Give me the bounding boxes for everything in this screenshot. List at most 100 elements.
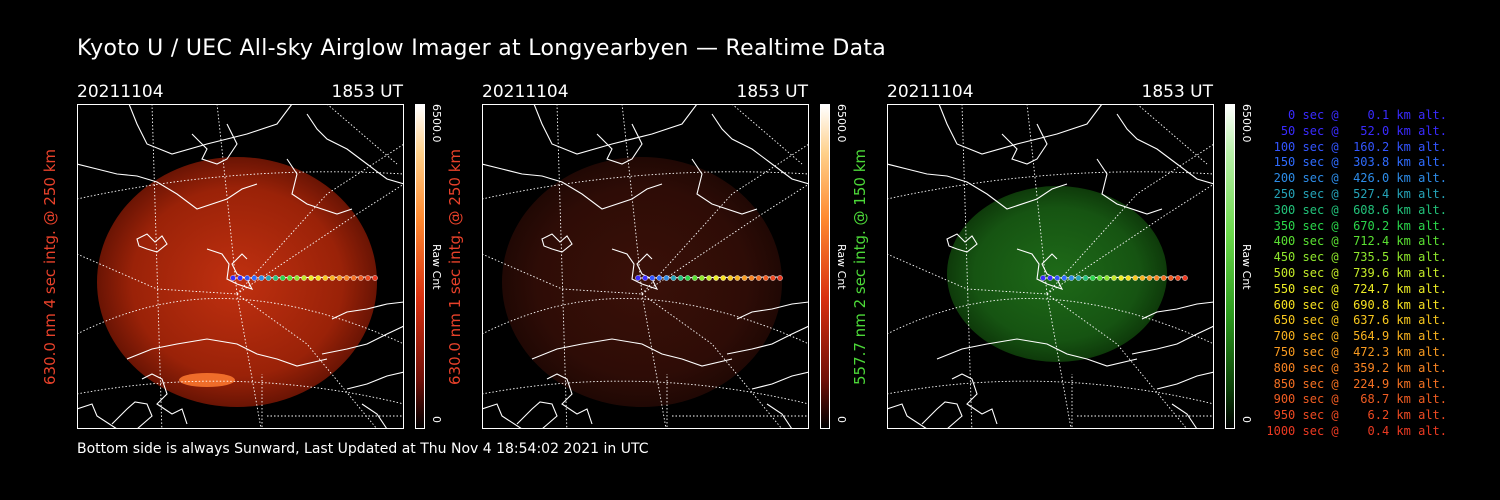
coastline xyxy=(482,403,523,429)
trajectory-point xyxy=(279,275,286,281)
coastline xyxy=(1096,158,1163,215)
trajectory-point xyxy=(1075,275,1082,281)
trajectory-point xyxy=(734,275,741,281)
trajectory-point xyxy=(1132,275,1139,281)
trajectory-point xyxy=(1047,275,1053,281)
grid-line xyxy=(1046,293,1188,429)
coastline xyxy=(286,158,353,215)
trajectory-point xyxy=(1167,275,1174,281)
coastline xyxy=(516,401,558,429)
airglow-disc xyxy=(97,157,377,407)
coastline xyxy=(711,113,809,185)
coastline xyxy=(77,403,118,429)
legend-row: 100 sec @ 160.2 km alt. xyxy=(1266,139,1447,154)
trajectory-point xyxy=(1160,275,1167,281)
trajectory-point xyxy=(1111,275,1117,281)
trajectory-point xyxy=(343,275,350,281)
trajectory-point xyxy=(1096,275,1103,281)
coastline xyxy=(321,325,404,355)
trajectory-point xyxy=(1153,275,1160,281)
trajectory-point xyxy=(1182,275,1188,281)
colorbar xyxy=(1225,104,1235,429)
grid-line xyxy=(731,104,803,165)
trajectory-point xyxy=(1061,275,1068,281)
trajectory-point xyxy=(706,275,712,281)
grid-line xyxy=(236,293,378,429)
trajectory-point xyxy=(1082,275,1089,281)
legend-row: 650 sec @ 637.6 km alt. xyxy=(1266,313,1447,328)
coastline xyxy=(596,123,643,165)
panel-date: 20211104 xyxy=(887,82,974,102)
trajectory-point xyxy=(372,275,378,281)
trajectory-point xyxy=(329,275,336,281)
trajectory-point xyxy=(677,275,684,281)
legend-row: 900 sec @ 68.7 km alt. xyxy=(1266,392,1447,407)
airglow-disc xyxy=(947,186,1167,362)
airglow-panel-3: 20211104 1853 UT 557.7 nm 2 sec intg. @ … xyxy=(851,82,1257,432)
legend-row: 200 sec @ 426.0 km alt. xyxy=(1266,171,1447,186)
panel-ylabel: 630.0 nm 4 sec intg. @ 250 km xyxy=(41,148,59,385)
trajectory-point xyxy=(1054,275,1060,281)
coastline xyxy=(766,403,793,429)
coastline xyxy=(691,158,758,215)
legend-row: 450 sec @ 735.5 km alt. xyxy=(1266,250,1447,265)
trajectory-point xyxy=(1146,275,1153,281)
trajectory-point xyxy=(656,275,663,281)
trajectory-point xyxy=(635,275,641,281)
coastline xyxy=(141,373,188,425)
trajectory-point xyxy=(691,275,698,281)
trajectory-legend: 0 sec @ 0.1 km alt. 50 sec @ 52.0 km alt… xyxy=(1262,108,1447,440)
coastline xyxy=(128,104,293,155)
allsky-image xyxy=(887,104,1214,429)
coastline xyxy=(346,371,404,390)
trajectory-point xyxy=(727,275,734,281)
trajectory-point xyxy=(1068,275,1075,281)
allsky-image xyxy=(77,104,404,429)
trajectory-point xyxy=(670,275,677,281)
grid-line xyxy=(482,380,809,405)
legend-row: 50 sec @ 52.0 km alt. xyxy=(1266,123,1447,138)
coastline xyxy=(77,163,258,210)
coastline xyxy=(136,233,168,253)
colorbar-label: Raw Cnt xyxy=(1240,244,1253,290)
colorbar xyxy=(820,104,830,429)
coastline xyxy=(736,301,809,320)
trajectory-point xyxy=(1175,275,1181,281)
coastline xyxy=(726,325,809,355)
grid-line xyxy=(556,104,568,429)
legend-row: 400 sec @ 712.4 km alt. xyxy=(1266,234,1447,249)
trajectory-point xyxy=(265,275,272,281)
coastline xyxy=(887,163,1068,210)
coastline xyxy=(1001,123,1048,165)
grid-line xyxy=(77,171,404,200)
coastline xyxy=(111,401,153,429)
trajectory-point xyxy=(699,275,705,281)
airglow-panel-2: 20211104 1853 UT 630.0 nm 1 sec intg. @ … xyxy=(446,82,852,432)
coastline xyxy=(541,233,573,253)
trajectory-point xyxy=(315,275,321,281)
grid-line xyxy=(621,104,643,295)
grid-line xyxy=(641,293,667,429)
trajectory-point xyxy=(322,275,329,281)
legend-row: 750 sec @ 472.3 km alt. xyxy=(1266,344,1447,359)
panel-time: 1853 UT xyxy=(1141,82,1214,102)
trajectory-point xyxy=(684,275,691,281)
grid-line xyxy=(1046,293,1072,429)
coastline xyxy=(1171,403,1198,429)
trajectory-point xyxy=(336,275,343,281)
coastline xyxy=(951,373,998,425)
grid-line xyxy=(326,104,398,165)
trajectory-point xyxy=(713,275,719,281)
trajectory-point xyxy=(1089,275,1096,281)
coastline xyxy=(206,248,254,290)
trajectory-point xyxy=(1118,275,1124,281)
panel-time: 1853 UT xyxy=(331,82,404,102)
coastline xyxy=(191,123,238,165)
grid-line xyxy=(887,171,1214,200)
legend-row: 300 sec @ 608.6 km alt. xyxy=(1266,202,1447,217)
grid-line xyxy=(887,253,1048,295)
trajectory-point xyxy=(741,275,748,281)
grid-line xyxy=(887,298,1214,345)
legend-row: 1000 sec @ 0.4 km alt. xyxy=(1266,423,1447,438)
trajectory-point xyxy=(294,275,300,281)
